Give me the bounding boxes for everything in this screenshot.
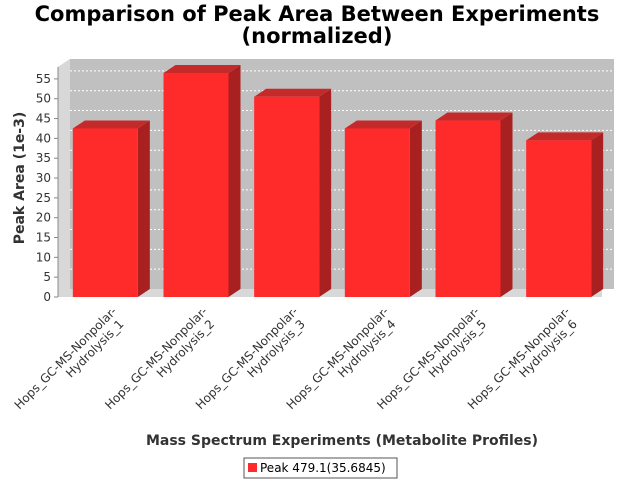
bar-side (409, 120, 422, 297)
bar-top (72, 120, 150, 129)
chart-title: Comparison of Peak Area Between Experime… (35, 2, 600, 26)
bar-top (344, 120, 422, 129)
bar-front (254, 96, 320, 297)
x-axis-title: Mass Spectrum Experiments (Metabolite Pr… (146, 433, 538, 449)
bar (72, 120, 150, 297)
bar-side (591, 132, 604, 297)
plot-left-wall (58, 59, 70, 297)
y-axis-title: Peak Area (1e-3) (12, 112, 28, 245)
legend-box (243, 457, 398, 479)
x-axis-labels: Hops_GC-MS-Nonpolar-Hydrolysis_1Hops_GC-… (12, 304, 580, 412)
y-axis: 0 5 10 15 20 25 30 35 40 45 50 55 (36, 67, 59, 304)
bar (163, 64, 241, 297)
bar (344, 120, 422, 297)
bar (435, 112, 513, 297)
y-tick-label: 0 (43, 290, 51, 304)
bar-front (526, 140, 592, 297)
legend-label: Peak 479.1(35.6845) (260, 461, 386, 475)
bar-front (163, 72, 229, 297)
bar-side (500, 112, 513, 297)
bar-top (526, 132, 604, 141)
bar-side (228, 64, 241, 297)
y-tick-label: 10 (36, 250, 51, 264)
bar-top (163, 64, 241, 73)
legend-swatch (248, 463, 257, 472)
y-tick-label: 55 (36, 72, 51, 86)
bar-top (254, 88, 332, 97)
y-tick-label: 15 (36, 231, 51, 245)
bar (526, 132, 604, 297)
bar-side (137, 120, 150, 297)
y-tick-label: 20 (36, 211, 51, 225)
bar-front (72, 128, 138, 297)
chart-subtitle: (normalized) (242, 24, 393, 48)
gridlines (70, 70, 614, 270)
y-tick-label: 35 (36, 151, 51, 165)
bar-top (435, 112, 513, 121)
y-tick-label: 25 (36, 191, 51, 205)
bar-side (319, 88, 332, 297)
y-tick-label: 45 (36, 112, 51, 126)
y-tick-label: 40 (36, 131, 51, 145)
bar-front (435, 120, 501, 297)
y-tick-label: 50 (36, 92, 51, 106)
bars (72, 64, 604, 297)
y-tick-label: 5 (43, 270, 51, 284)
bar-front (344, 128, 410, 297)
legend: Peak 479.1(35.6845) (243, 457, 398, 479)
bar (254, 88, 332, 297)
y-tick-label: 30 (36, 171, 51, 185)
